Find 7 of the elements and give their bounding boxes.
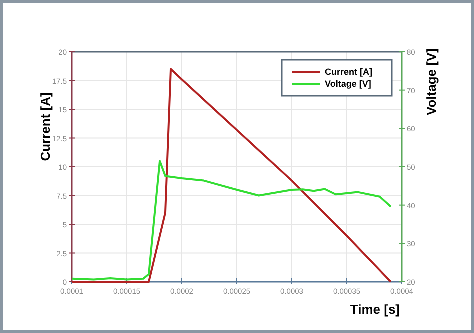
line-series (71, 160, 392, 281)
legend-label: Voltage [V] (325, 79, 372, 89)
legend-label: Current [A] (325, 67, 372, 77)
x-axis-title: Time [s] (350, 302, 400, 317)
y2-axis-title: Voltage [V] (424, 48, 439, 116)
line-series (71, 68, 392, 283)
y-axis-title: Current [A] (38, 92, 53, 162)
